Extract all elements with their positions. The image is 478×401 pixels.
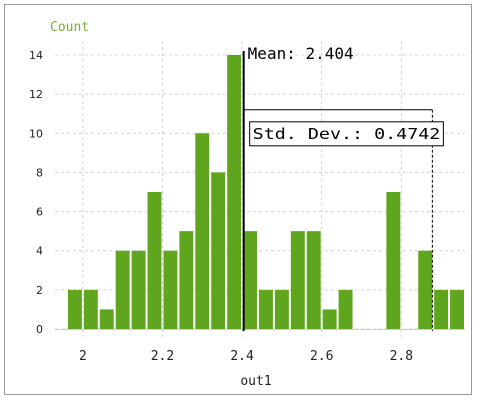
y-tick-label: 12 xyxy=(29,88,43,101)
histogram-bar xyxy=(274,289,289,329)
histogram-bar xyxy=(99,309,114,329)
histogram-bar xyxy=(163,250,178,329)
y-tick-label: 6 xyxy=(36,206,43,219)
x-tick-label: 2.2 xyxy=(151,349,174,364)
histogram-bar xyxy=(83,289,98,329)
x-axis-title: out1 xyxy=(240,374,271,389)
y-tick-label: 2 xyxy=(36,284,43,297)
x-tick-label: 2.6 xyxy=(310,349,333,364)
std-dev-label: Std. Dev.: 0.4742 xyxy=(253,125,441,143)
histogram-bar xyxy=(147,192,162,329)
histogram-bar xyxy=(338,289,353,329)
annotations: Mean: 2.404 Std. Dev.: 0.4742 xyxy=(242,44,444,331)
y-tick-label: 4 xyxy=(36,245,43,258)
histogram-bar xyxy=(259,289,273,329)
y-tick-label: 14 xyxy=(29,49,43,62)
histogram-bars xyxy=(67,55,464,329)
histogram-bar xyxy=(290,231,305,329)
histogram-bar xyxy=(386,192,401,329)
chart-frame: 0 2 4 6 8 10 12 14 2 2.2 2.4 2.6 2.8 Mean: 2.404 Std.… xyxy=(4,4,472,395)
histogram-bar xyxy=(418,250,433,329)
y-tick-label: 8 xyxy=(36,166,43,179)
x-tick-label: 2 xyxy=(79,349,87,364)
x-tick-label: 2.4 xyxy=(230,349,254,364)
histogram-bar xyxy=(211,172,226,329)
histogram-bar xyxy=(179,231,194,329)
histogram-bar xyxy=(322,309,337,329)
y-tick-label: 0 xyxy=(36,323,43,336)
histogram-bar xyxy=(243,231,258,329)
histogram-bar xyxy=(67,289,82,329)
histogram-bar xyxy=(306,231,321,329)
histogram-bar xyxy=(450,289,464,329)
histogram-chart: 0 2 4 6 8 10 12 14 2 2.2 2.4 2.6 2.8 Mean: 2.404 Std.… xyxy=(29,20,465,389)
histogram-bar xyxy=(195,133,210,329)
std-dev-label-box xyxy=(249,121,444,147)
y-axis-title: Count xyxy=(50,20,89,35)
histogram-bar xyxy=(115,250,130,329)
mean-label: Mean: 2.404 xyxy=(248,44,354,63)
y-tick-label: 10 xyxy=(29,127,43,140)
x-tick-label: 2.8 xyxy=(390,349,413,364)
histogram-bar xyxy=(227,55,242,329)
axes: 0 2 4 6 8 10 12 14 2 2.2 2.4 2.6 2.8 xyxy=(29,49,465,364)
histogram-bar xyxy=(131,250,146,329)
histogram-bar xyxy=(434,289,449,329)
